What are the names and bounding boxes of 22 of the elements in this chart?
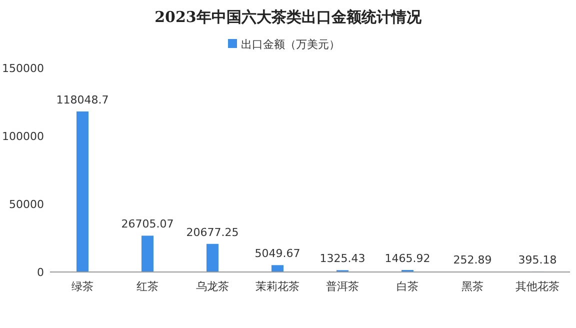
x-tick-label: 其他花茶: [516, 280, 560, 293]
data-label: 5049.67: [254, 247, 300, 260]
data-label: 118048.7: [56, 93, 109, 106]
x-tick-label: 黑茶: [462, 280, 484, 293]
data-label: 20677.25: [186, 226, 239, 239]
x-tick-label: 绿茶: [72, 280, 94, 293]
y-tick-label: 100000: [2, 130, 44, 143]
x-tick-label: 乌龙茶: [196, 280, 229, 293]
x-tick-label: 白茶: [396, 280, 418, 293]
data-label: 1325.43: [320, 252, 366, 266]
x-tick-label: 茉莉花茶: [256, 280, 300, 293]
data-label: 252.89: [453, 254, 492, 267]
y-tick-label: 0: [37, 266, 44, 279]
chart-title: 2023年中国六大茶类出口金额统计情况: [154, 8, 422, 26]
data-label: 26705.07: [121, 218, 174, 231]
data-label: 395.18: [518, 253, 557, 266]
x-tick-label: 红茶: [136, 280, 158, 293]
y-tick-label: 150000: [2, 62, 44, 75]
x-tick-label: 普洱茶: [326, 280, 359, 293]
y-tick-label: 50000: [9, 198, 44, 211]
data-label: 1465.92: [384, 252, 430, 266]
legend-label: 出口金额（万美元）: [241, 38, 340, 51]
